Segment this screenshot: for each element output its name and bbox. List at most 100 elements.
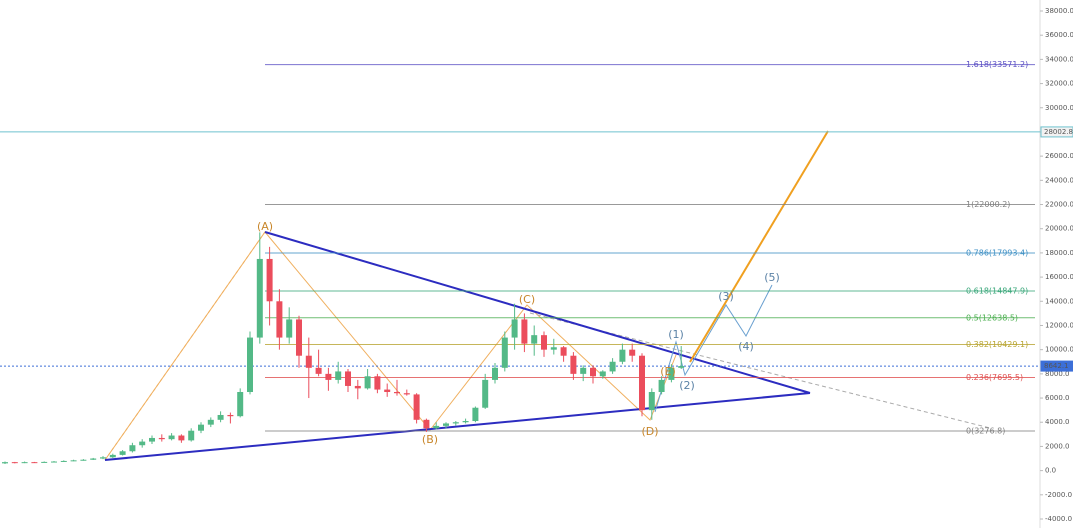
candle-body (178, 435, 185, 441)
candle-body (394, 392, 400, 394)
candle-body (296, 319, 302, 356)
candle-body (286, 319, 293, 338)
candle-body (217, 414, 224, 420)
candle-body (207, 419, 214, 425)
candle-body (384, 389, 391, 392)
candle-body (315, 367, 322, 374)
triangle-upper (264, 231, 811, 394)
fib-label: 0.236(7695.5) (966, 373, 1023, 382)
candle-body (403, 393, 410, 395)
candle-body (70, 460, 77, 462)
candle-body (345, 371, 351, 386)
candle-body (188, 430, 195, 441)
fib-label: 0.5(12638.5) (966, 313, 1018, 322)
candle-body (443, 423, 449, 426)
y-tick-label: 36000.0 (1045, 31, 1073, 39)
wave-label: (5) (764, 271, 780, 284)
triangle-lower (104, 392, 811, 461)
candle-body (619, 349, 626, 362)
y-tick-label: 18000.0 (1045, 249, 1073, 257)
wave-label: (4) (738, 340, 754, 353)
y-tick-label: -2000.0 (1045, 491, 1072, 499)
candle-body (599, 371, 606, 377)
candle-body (325, 373, 332, 380)
candle-body (501, 337, 508, 368)
candle-body (560, 347, 567, 356)
y-tick-label: 6000.0 (1045, 394, 1070, 402)
candle-body (668, 367, 675, 380)
y-tick-label: 4000.0 (1045, 418, 1070, 426)
dashed-impulse (104, 231, 266, 461)
candle-body (413, 394, 420, 420)
candle-body (433, 425, 440, 429)
y-tick-label: 26000.0 (1045, 152, 1073, 160)
candle-body (168, 435, 175, 440)
y-tick-label: 0.0 (1045, 467, 1056, 475)
candle-body (590, 367, 596, 377)
candle-body (335, 371, 342, 380)
y-tick-label: 30000.0 (1045, 104, 1073, 112)
wave-label: (C) (519, 293, 535, 306)
candle-body (521, 319, 528, 344)
y-tick-label: -4000.0 (1045, 515, 1072, 523)
wave-abcde (104, 231, 677, 461)
candle-body (639, 355, 645, 411)
candle-body (237, 392, 244, 417)
candle-body (90, 458, 97, 460)
wave-label: (2) (679, 379, 695, 392)
y-tick-label: 34000.0 (1045, 55, 1073, 63)
price-box (1040, 360, 1073, 372)
fib-label: 1(22000.2) (966, 200, 1010, 209)
candle-body (276, 301, 283, 338)
candle-body (472, 407, 479, 422)
wave-label: (B) (422, 433, 438, 446)
wave-label: (E) (660, 365, 676, 378)
wave-label: (3) (718, 290, 734, 303)
candle-body (678, 366, 685, 368)
candle-body (31, 462, 38, 464)
candle-body (541, 335, 547, 350)
candle-body (570, 355, 577, 374)
candle-body (129, 445, 136, 452)
price-box (1040, 126, 1073, 138)
y-tick-label: 14000.0 (1045, 297, 1073, 305)
candle-body (198, 424, 204, 431)
candle-body (452, 422, 459, 424)
candle-body (531, 335, 538, 344)
price-label: 8642.1 (1044, 362, 1069, 370)
drawings (104, 130, 991, 461)
candle-body (51, 461, 57, 463)
candle-body (158, 437, 165, 440)
wave-label: (D) (641, 425, 658, 438)
y-tick-label: 24000.0 (1045, 176, 1073, 184)
candle-body (41, 461, 48, 463)
wave-label: (1) (668, 328, 684, 341)
candle-body (109, 454, 116, 458)
y-tick-label: 8000.0 (1045, 370, 1070, 378)
candle-body (492, 367, 498, 380)
candle-body (482, 379, 489, 408)
candle-body (227, 414, 234, 417)
candle-body (511, 319, 518, 338)
candle-body (354, 385, 361, 389)
candle-body (139, 441, 146, 446)
candle-body (60, 460, 67, 462)
candle-body (629, 349, 636, 356)
fib-label: 1.618(33571.2) (966, 60, 1028, 69)
candle-body (2, 462, 8, 464)
candle-body (80, 459, 87, 461)
y-tick-label: 10000.0 (1045, 346, 1073, 354)
fib-label: 0(3276.8) (966, 426, 1005, 435)
candle-body (580, 367, 587, 374)
candle-body (658, 379, 665, 392)
candle-body (305, 355, 312, 368)
wave-label: (A) (257, 220, 273, 233)
y-tick-label: 16000.0 (1045, 273, 1073, 281)
candle-body (462, 421, 469, 423)
candle-body (266, 258, 273, 302)
y-tick-label: 38000.0 (1045, 7, 1073, 15)
candle-body (648, 392, 655, 411)
candle-body (256, 258, 263, 338)
wave-12345 (654, 284, 773, 413)
